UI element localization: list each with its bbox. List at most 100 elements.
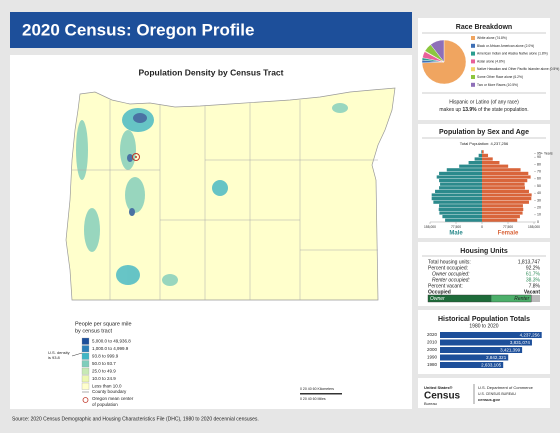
legend-entry: Some Other Race alone (6.2%) [477,75,523,79]
scale-label: 0 20 40 60 Kilometers [300,387,334,391]
county-lines [72,100,378,300]
sex-label: Female [498,231,519,237]
legend-label: 25.0 to 49.9 [92,368,116,373]
housing-value: 7.8% [529,283,541,289]
legend-swatch [81,367,90,375]
y-tick-label: 60 [537,177,541,181]
pyramid-bar [482,204,523,208]
pyramid-bar [459,164,482,168]
hispanic-text: of the state population. [477,107,529,113]
logo-text: Census [424,391,461,402]
pyramid-bar [482,168,521,172]
pyramid-bar [445,218,482,222]
legend-swatch [471,36,475,40]
pyramid-bar [482,215,520,219]
pyramid-bar [439,186,482,190]
housing-value: 61.7% [526,271,541,277]
pyramid-bar [439,211,482,215]
y-tick-label: 50 [537,184,541,188]
logo-text: census.gov [478,397,501,402]
logo-text: U.S. CENSUS BUREAU [478,392,516,396]
housing-title: Housing Units [460,248,508,255]
legend-swatch [81,345,90,353]
legend-label: County boundary [92,389,127,394]
legend-label: Less than 10.0 [92,383,122,388]
legend-value: (1.8%) [538,51,548,55]
legend-value: (6.2%) [513,75,523,79]
legend-name: Two or More Races [477,83,506,87]
mean-center [132,153,140,161]
legend-label: Oregon mean center [92,396,134,401]
map-title: Population Density by Census Tract [138,67,283,77]
pyramid-bar [482,207,524,211]
pyramid-bar [482,171,529,175]
year-label: 1990 [427,355,438,360]
pyramid-bar [438,207,482,211]
legend-entry: American Indian and Alaska Native alone … [477,51,548,55]
pyramid-bar [482,164,509,168]
legend-name: American Indian and Alaska Native alone [477,51,537,55]
legend-value: (4.8%) [495,59,505,63]
bar-label: Owner [430,296,445,302]
hispanic-text: makes up [439,107,462,113]
pyramid-bar [446,168,482,172]
pyramid-bar [482,179,528,183]
center-swatch [82,397,89,403]
logo-panel [418,378,550,408]
source: Source: 2020 Census Demographic and Hous… [12,416,259,422]
housing-value: 38.3% [526,277,541,283]
legend-name: White alone [477,36,495,40]
year-label: 2010 [427,340,438,345]
owner-bar [428,295,492,302]
pyramid-bar [482,150,484,154]
y-tick-label: 30 [537,198,541,202]
pyramid-bar [482,182,525,186]
value-label: 4,237,256 [520,332,541,337]
legend-title: People per square mile [75,321,132,327]
value-label: 2,633,105 [481,362,502,367]
legend-entry: Black or African American alone (2.0%) [477,44,534,48]
legend-swatch [81,337,90,345]
pyramid-bar [431,193,482,197]
y-tick-label: 90 [537,155,541,159]
pyramid-bar [440,182,482,186]
legend-swatch [471,82,475,87]
legend-value: (2.0%) [524,44,534,48]
bar-label: Occupied [428,289,451,295]
legend-name: Native Hawaiian and Other Pacific Island… [477,67,549,71]
legend-value: (74.8%) [495,36,507,40]
legend-label: 93.8 to 999.9 [92,353,119,358]
pyramid-title: Population by Sex and Age [439,129,529,136]
scale-label: 0 20 40 60 Miles [300,397,326,401]
housing-label: Percent vacant: [428,283,463,289]
legend-name: Black or African American alone [477,44,524,48]
legend-label: 1,000.0 to 4,999.9 [92,346,129,351]
history-bar [440,339,532,346]
legend-swatch [471,51,475,56]
x-tick-label: 77,500 [451,225,461,229]
title-bar [10,12,412,48]
legend-swatch [471,43,475,48]
value-label: 3,831,074 [510,340,531,345]
history-bar [440,362,504,368]
x-tick-label: 155,000 [528,225,540,229]
pyramid-bar [468,161,482,165]
year-label: 2000 [427,347,438,352]
legend-entry: Asian alone (4.8%) [477,59,505,63]
legend-swatch [81,382,90,390]
legend-name: Some Other Race alone [477,75,513,79]
pyramid-bar [431,197,482,201]
pyramid-bar [482,153,489,157]
renter-bar [491,295,532,302]
legend-label: 10.0 to 24.9 [92,376,116,381]
x-tick-label: 155,000 [424,225,436,229]
y-tick-label: 10 [537,213,541,217]
housing-label: Renter occupied: [432,277,470,283]
pyramid-bar [482,186,525,190]
y-tick-label: 40 [537,191,541,195]
us-density: is 93.8 [48,355,61,360]
y-tick-label: 80 [537,162,541,166]
legend-swatch [471,75,475,79]
pyramid-bar [482,218,518,222]
